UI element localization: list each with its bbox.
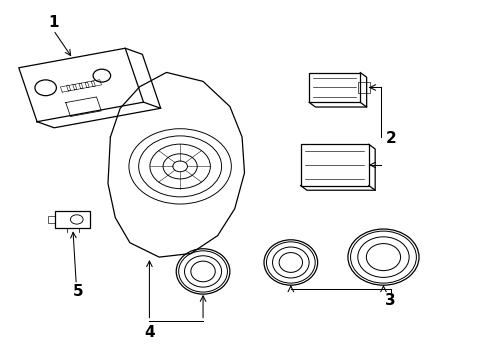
Text: 3: 3	[385, 293, 395, 308]
Text: 2: 2	[385, 131, 395, 146]
Bar	[55, 211, 90, 228]
Text: 5: 5	[72, 284, 83, 300]
Bar	[300, 144, 368, 185]
Bar	[308, 73, 360, 102]
Bar	[47, 216, 55, 223]
Bar	[357, 82, 369, 93]
Text: 1: 1	[48, 15, 59, 31]
Text: 4: 4	[144, 325, 154, 340]
